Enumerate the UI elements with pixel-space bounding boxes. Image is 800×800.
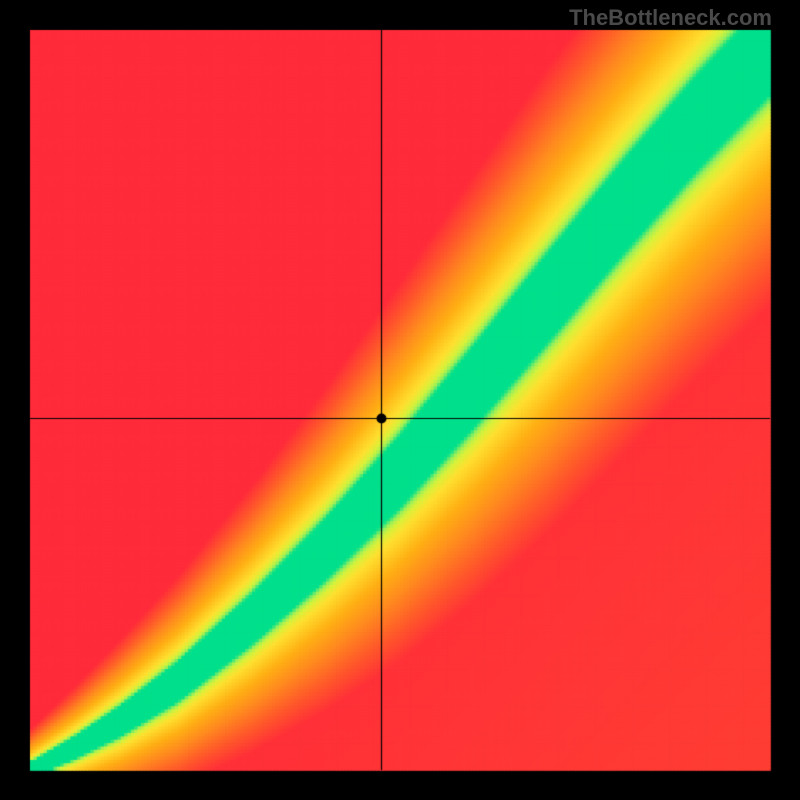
watermark-text: TheBottleneck.com (569, 5, 772, 31)
bottleneck-heatmap (0, 0, 800, 800)
chart-container: { "canvas": { "width": 800, "height": 80… (0, 0, 800, 800)
